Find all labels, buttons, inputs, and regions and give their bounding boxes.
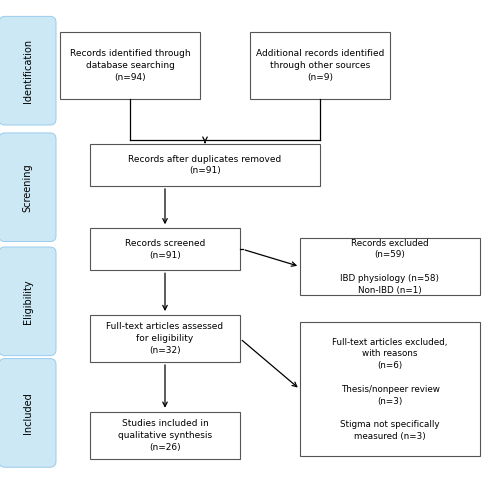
FancyBboxPatch shape [60,32,200,99]
FancyBboxPatch shape [0,133,56,242]
Text: Eligibility: Eligibility [22,279,32,323]
FancyBboxPatch shape [0,247,56,356]
Text: Studies included in
qualitative synthesis
(n=26): Studies included in qualitative synthesi… [118,419,212,451]
FancyBboxPatch shape [300,322,480,456]
FancyBboxPatch shape [90,315,240,362]
Text: Records screened
(n=91): Records screened (n=91) [125,239,205,259]
FancyBboxPatch shape [0,16,56,125]
Text: Full-text articles assessed
for eligibility
(n=32): Full-text articles assessed for eligibil… [106,322,224,355]
Text: Full-text articles excluded,
with reasons
(n=6)

Thesis/nonpeer review
(n=3)

St: Full-text articles excluded, with reason… [332,338,448,441]
Text: Included: Included [22,392,32,434]
FancyBboxPatch shape [90,144,320,186]
FancyBboxPatch shape [300,238,480,295]
Text: Additional records identified
through other sources
(n=9): Additional records identified through ot… [256,50,384,82]
Text: Records after duplicates removed
(n=91): Records after duplicates removed (n=91) [128,155,282,175]
FancyBboxPatch shape [0,359,56,467]
Text: Identification: Identification [22,39,32,103]
Text: Screening: Screening [22,163,32,212]
Text: Records excluded
(n=59)

IBD physiology (n=58)
Non-IBD (n=1): Records excluded (n=59) IBD physiology (… [340,239,440,295]
Text: Records identified through
database searching
(n=94): Records identified through database sear… [70,50,190,82]
FancyBboxPatch shape [90,228,240,270]
FancyBboxPatch shape [90,412,240,459]
FancyBboxPatch shape [250,32,390,99]
